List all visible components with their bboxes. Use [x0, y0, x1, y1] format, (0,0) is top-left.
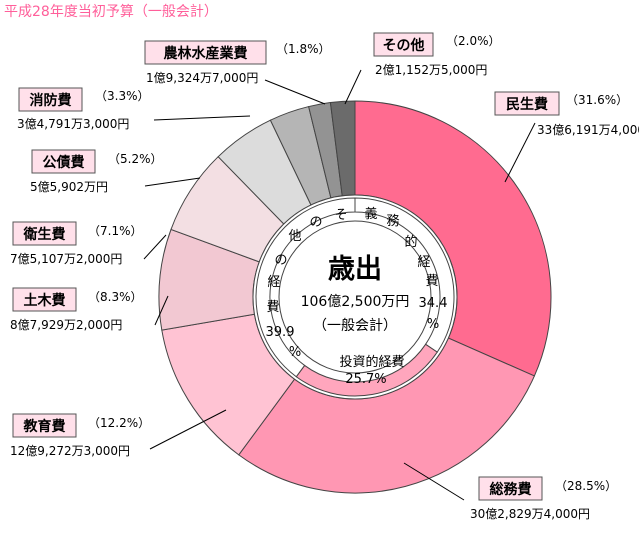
slice-8-amount: 2億1,152万5,000円 — [375, 63, 487, 77]
slice-4-label-box — [12, 221, 77, 246]
slice-4-amount: 7億5,107万2,000円 — [10, 252, 122, 266]
slice-8-label-box — [373, 32, 434, 57]
inner-label-other: その他の経費 — [266, 208, 347, 315]
page-title: 平成28年度当初予算（一般会計） — [4, 4, 218, 20]
slice-labels: 民生費 （31.6%） 33億6,191万4,000円総務費 （28.5%） 30億2,… — [10, 32, 639, 521]
slice-1-leader — [403, 462, 465, 501]
slice-3-label-box — [12, 287, 77, 312]
slice-5-amount: 5億5,902万円 — [30, 180, 108, 194]
slice-0-amount: 33億6,191万4,000円 — [537, 123, 639, 137]
slice-4-percent: （7.1%） — [88, 224, 143, 238]
slice-1-percent: （28.5%） — [555, 479, 617, 493]
slice-0-name: 民生費 — [506, 96, 548, 113]
outer-ring — [158, 100, 552, 494]
inner-label-mandatory: 義務的経費 — [364, 206, 438, 289]
slice-6-label-box — [18, 87, 83, 112]
inner-label-investment: 投資的経費 — [339, 354, 404, 370]
slice-2-leader — [149, 409, 227, 450]
slice-5-percent: （5.2%） — [108, 152, 163, 166]
slice-0-percent: （31.6%） — [566, 93, 628, 107]
slice-6-leader — [153, 115, 251, 121]
inner-ring-labels: 義務的経費 34.4 % 投資的経費 25.7% その他の経費 39.9% — [266, 206, 448, 387]
slice-8-leader — [344, 69, 362, 105]
slice-2-name: 教育費 — [24, 418, 66, 435]
slice-4-leader — [143, 234, 167, 260]
slice-5-label-box — [31, 149, 96, 174]
slice-2-label-box — [12, 413, 77, 438]
slice-5-leader — [144, 177, 201, 187]
slice-6-name: 消防費 — [30, 92, 72, 109]
slice-3-amount: 8億7,929万2,000円 — [10, 318, 122, 332]
slice-6-percent: （3.3%） — [95, 89, 150, 103]
slice-3-leader — [154, 295, 169, 326]
slice-7-amount: 1億9,324万7,000円 — [146, 71, 258, 85]
slice-5-name: 公債費 — [43, 154, 85, 171]
center-title: 歳出 — [328, 254, 382, 285]
slice-7-leader — [264, 79, 326, 105]
slice-2-amount: 12億9,272万3,000円 — [10, 444, 130, 458]
inner-value-other: 39.9% — [266, 325, 302, 360]
slice-0-leader — [504, 122, 536, 183]
slice-4-name: 衛生費 — [23, 226, 66, 243]
leader-lines — [143, 69, 536, 501]
slice-8-percent: （2.0%） — [446, 34, 501, 48]
slice-0-label-box — [494, 91, 560, 116]
slice-3-percent: （8.3%） — [88, 290, 143, 304]
slice-7-label-box — [144, 40, 267, 65]
center-total: 106億2,500万円 — [301, 294, 410, 310]
inner-segment-2 — [255, 197, 356, 378]
slice-7-percent: （1.8%） — [276, 42, 331, 56]
center-label: 歳出 106億2,500万円 （一般会計） — [301, 254, 410, 334]
center-note: （一般会計） — [313, 318, 397, 334]
slice-6-amount: 3億4,791万3,000円 — [17, 117, 129, 131]
slice-1-amount: 30億2,829万4,000円 — [470, 507, 590, 521]
slice-1-name: 総務費 — [490, 481, 532, 498]
inner-value-investment: 25.7% — [345, 372, 386, 387]
slice-8-name: その他 — [383, 37, 425, 54]
slice-3-name: 土木費 — [24, 292, 66, 309]
inner-value-mandatory: 34.4% — [419, 296, 448, 332]
inner-ring — [252, 194, 458, 400]
slice-2-percent: （12.2%） — [88, 416, 150, 430]
slice-7-name: 農林水産業費 — [164, 45, 248, 62]
slice-1-label-box — [478, 476, 543, 501]
center-circle — [278, 220, 432, 374]
